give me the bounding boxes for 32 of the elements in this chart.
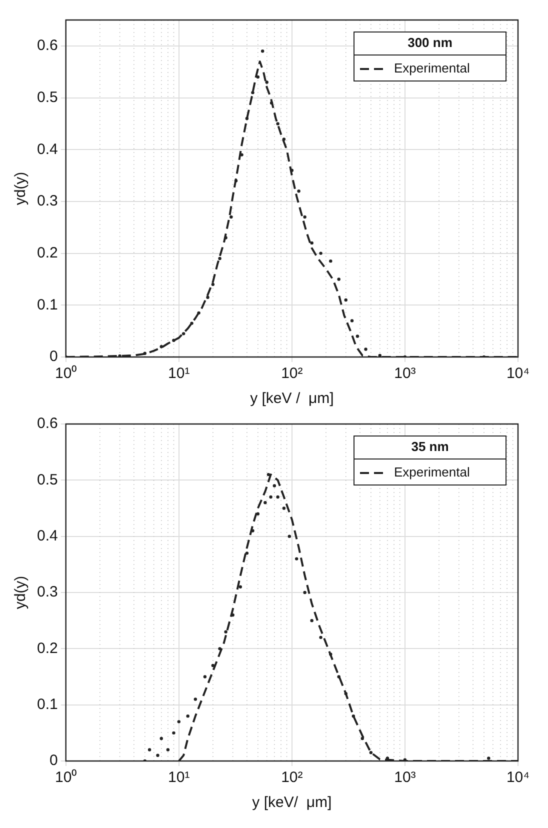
x-axis-title: y [keV / μm] <box>250 390 334 408</box>
y-tick-label: 0.5 <box>36 88 58 106</box>
legend-title: 35 nm <box>411 439 449 454</box>
y-tick-label: 0.3 <box>36 192 58 210</box>
y-tick-label: 0 <box>50 348 58 366</box>
y-tick-label: 0.6 <box>36 37 58 54</box>
x-tick-label: 10⁰ <box>55 769 77 786</box>
y-tick-label: 0.2 <box>36 244 58 262</box>
y-tick-label: 0.1 <box>36 296 58 314</box>
y-axis-title: yd(y) <box>12 172 30 206</box>
x-tick-label: 10¹ <box>168 365 190 382</box>
y-axis-title: yd(y) <box>12 576 30 610</box>
y-tick-label: 0.5 <box>36 471 58 488</box>
x-tick-label: 10⁰ <box>55 365 77 382</box>
y-tick-label: 0.4 <box>36 527 58 544</box>
y-tick-label: 0.1 <box>36 696 58 713</box>
y-tick-label: 0.2 <box>36 640 58 657</box>
x-tick-label: 10³ <box>394 365 416 382</box>
x-tick-label: 10³ <box>394 769 416 786</box>
y-tick-label: 0.6 <box>36 415 58 432</box>
x-tick-label: 10¹ <box>168 769 190 786</box>
legend-label: Experimental <box>394 60 470 76</box>
x-tick-label: 10⁴ <box>506 365 530 382</box>
x-axis-title: y [keV/ μm] <box>252 794 332 812</box>
legend-title: 300 nm <box>408 35 452 50</box>
x-tick-label: 10² <box>281 365 303 382</box>
y-tick-label: 0 <box>50 752 58 770</box>
y-tick-label: 0.4 <box>36 140 58 158</box>
x-tick-label: 10⁴ <box>506 769 530 786</box>
legend-label: Experimental <box>394 464 470 480</box>
y-tick-label: 0.3 <box>36 584 58 601</box>
x-tick-label: 10² <box>281 769 303 786</box>
